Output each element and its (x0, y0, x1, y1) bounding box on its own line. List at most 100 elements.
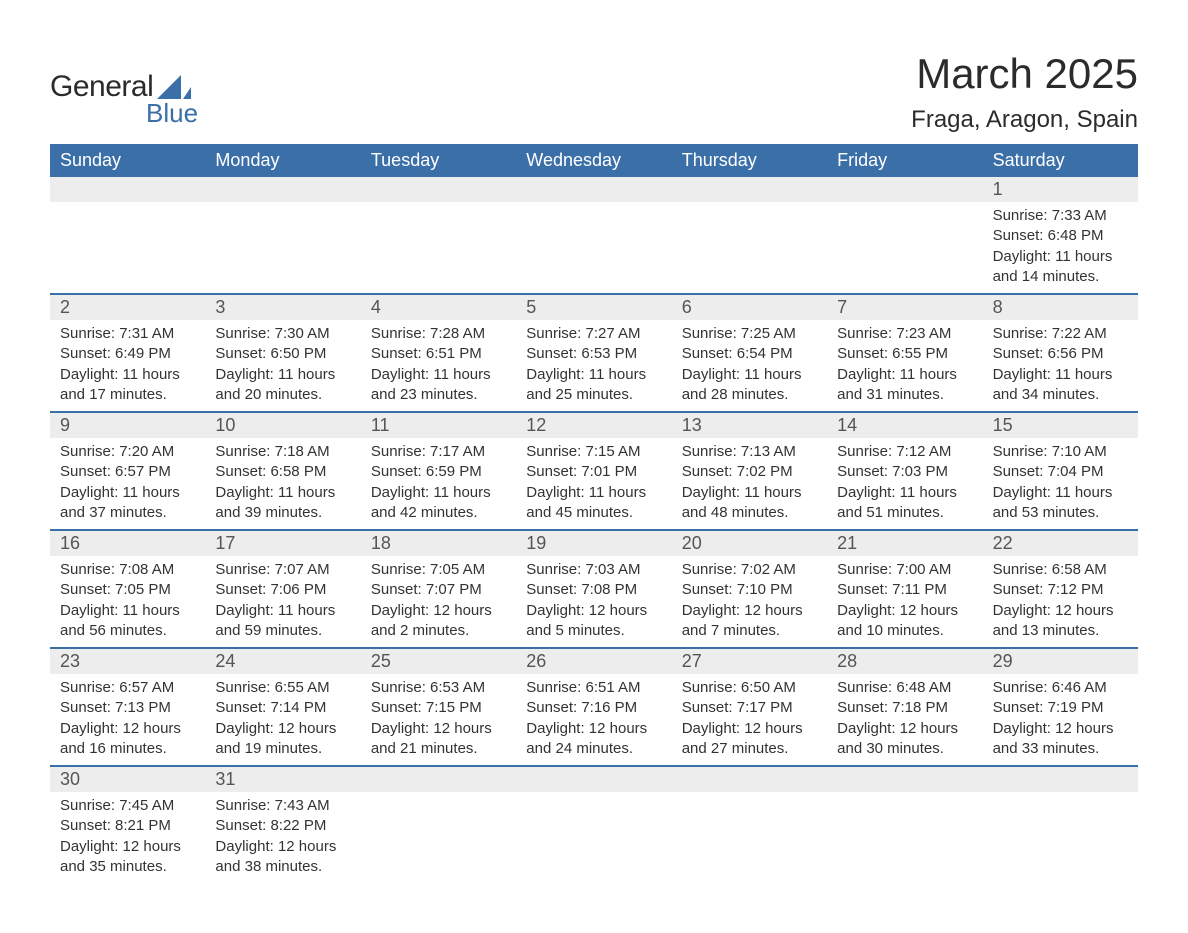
day-number-cell: 20 (672, 531, 827, 556)
weekday-header: Tuesday (361, 144, 516, 177)
detail-line: Sunset: 7:18 PM (837, 698, 972, 718)
day-number-cell: 6 (672, 295, 827, 320)
day-number-cell: 11 (361, 413, 516, 438)
calendar-table: Sunday Monday Tuesday Wednesday Thursday… (50, 144, 1138, 883)
detail-line: Sunset: 6:50 PM (215, 344, 350, 364)
detail-line: Sunset: 7:15 PM (371, 698, 506, 718)
day-number-cell: 27 (672, 649, 827, 674)
day-detail-cell: Sunrise: 7:08 AMSunset: 7:05 PMDaylight:… (50, 556, 205, 647)
detail-line: Sunrise: 7:08 AM (60, 560, 195, 580)
detail-line: Sunset: 7:06 PM (215, 580, 350, 600)
detail-line: Sunrise: 7:33 AM (993, 206, 1128, 226)
detail-line: Daylight: 11 hours and 51 minutes. (837, 483, 972, 524)
detail-line: Daylight: 12 hours and 10 minutes. (837, 601, 972, 642)
day-detail-cell: Sunrise: 7:13 AMSunset: 7:02 PMDaylight:… (672, 438, 827, 529)
detail-line: Sunrise: 7:43 AM (215, 796, 350, 816)
daynum-row: 2345678 (50, 293, 1138, 320)
detail-line: Sunrise: 7:20 AM (60, 442, 195, 462)
day-detail-cell: Sunrise: 7:15 AMSunset: 7:01 PMDaylight:… (516, 438, 671, 529)
day-number-cell: 24 (205, 649, 360, 674)
detail-line: Daylight: 11 hours and 31 minutes. (837, 365, 972, 406)
detail-line: Daylight: 11 hours and 20 minutes. (215, 365, 350, 406)
detail-line: Sunrise: 6:57 AM (60, 678, 195, 698)
detail-line: Sunset: 6:59 PM (371, 462, 506, 482)
detail-line: Daylight: 11 hours and 23 minutes. (371, 365, 506, 406)
day-number-cell: 17 (205, 531, 360, 556)
detail-line: Sunrise: 7:03 AM (526, 560, 661, 580)
day-number-cell: 3 (205, 295, 360, 320)
weekday-header-row: Sunday Monday Tuesday Wednesday Thursday… (50, 144, 1138, 177)
detail-line: Daylight: 11 hours and 42 minutes. (371, 483, 506, 524)
day-number-cell (361, 767, 516, 792)
detail-line: Sunset: 6:55 PM (837, 344, 972, 364)
day-detail-cell (672, 792, 827, 883)
detail-line: Sunset: 7:02 PM (682, 462, 817, 482)
weekday-header: Saturday (983, 144, 1138, 177)
day-number-cell (983, 767, 1138, 792)
detail-line: Daylight: 11 hours and 37 minutes. (60, 483, 195, 524)
weekday-header: Sunday (50, 144, 205, 177)
detail-line: Sunset: 7:12 PM (993, 580, 1128, 600)
detail-line: Sunrise: 7:07 AM (215, 560, 350, 580)
detail-line: Sunrise: 7:18 AM (215, 442, 350, 462)
details-row: Sunrise: 7:33 AMSunset: 6:48 PMDaylight:… (50, 202, 1138, 293)
logo-text-general: General (50, 70, 153, 104)
detail-line: Sunset: 8:21 PM (60, 816, 195, 836)
day-number-cell (516, 767, 671, 792)
detail-line: Daylight: 12 hours and 33 minutes. (993, 719, 1128, 760)
day-detail-cell (983, 792, 1138, 883)
detail-line: Sunrise: 6:58 AM (993, 560, 1128, 580)
detail-line: Sunset: 7:16 PM (526, 698, 661, 718)
day-detail-cell (50, 202, 205, 293)
day-number-cell (672, 767, 827, 792)
detail-line: Daylight: 11 hours and 45 minutes. (526, 483, 661, 524)
day-number-cell: 19 (516, 531, 671, 556)
detail-line: Daylight: 11 hours and 14 minutes. (993, 247, 1128, 288)
detail-line: Daylight: 11 hours and 39 minutes. (215, 483, 350, 524)
day-detail-cell: Sunrise: 6:50 AMSunset: 7:17 PMDaylight:… (672, 674, 827, 765)
day-detail-cell (827, 202, 982, 293)
detail-line: Daylight: 12 hours and 21 minutes. (371, 719, 506, 760)
day-number-cell: 30 (50, 767, 205, 792)
detail-line: Sunrise: 7:12 AM (837, 442, 972, 462)
weekday-header: Monday (205, 144, 360, 177)
weekday-header: Friday (827, 144, 982, 177)
day-detail-cell: Sunrise: 7:45 AMSunset: 8:21 PMDaylight:… (50, 792, 205, 883)
day-number-cell: 5 (516, 295, 671, 320)
detail-line: Sunset: 6:56 PM (993, 344, 1128, 364)
details-row: Sunrise: 7:08 AMSunset: 7:05 PMDaylight:… (50, 556, 1138, 647)
detail-line: Daylight: 11 hours and 17 minutes. (60, 365, 195, 406)
day-detail-cell: Sunrise: 7:22 AMSunset: 6:56 PMDaylight:… (983, 320, 1138, 411)
day-detail-cell (205, 202, 360, 293)
detail-line: Daylight: 12 hours and 2 minutes. (371, 601, 506, 642)
day-detail-cell: Sunrise: 7:33 AMSunset: 6:48 PMDaylight:… (983, 202, 1138, 293)
day-number-cell (516, 177, 671, 202)
detail-line: Sunset: 6:58 PM (215, 462, 350, 482)
day-detail-cell: Sunrise: 7:28 AMSunset: 6:51 PMDaylight:… (361, 320, 516, 411)
detail-line: Sunset: 7:08 PM (526, 580, 661, 600)
day-detail-cell: Sunrise: 7:12 AMSunset: 7:03 PMDaylight:… (827, 438, 982, 529)
detail-line: Sunset: 8:22 PM (215, 816, 350, 836)
day-detail-cell (361, 792, 516, 883)
day-number-cell: 16 (50, 531, 205, 556)
detail-line: Daylight: 12 hours and 24 minutes. (526, 719, 661, 760)
detail-line: Daylight: 12 hours and 13 minutes. (993, 601, 1128, 642)
detail-line: Sunrise: 7:31 AM (60, 324, 195, 344)
day-detail-cell (516, 202, 671, 293)
day-number-cell: 1 (983, 177, 1138, 202)
detail-line: Sunset: 7:07 PM (371, 580, 506, 600)
day-detail-cell: Sunrise: 7:30 AMSunset: 6:50 PMDaylight:… (205, 320, 360, 411)
detail-line: Sunrise: 7:10 AM (993, 442, 1128, 462)
daynum-row: 1 (50, 177, 1138, 202)
detail-line: Sunrise: 6:50 AM (682, 678, 817, 698)
detail-line: Sunrise: 6:53 AM (371, 678, 506, 698)
detail-line: Sunset: 7:10 PM (682, 580, 817, 600)
detail-line: Sunset: 6:53 PM (526, 344, 661, 364)
day-number-cell: 12 (516, 413, 671, 438)
detail-line: Daylight: 11 hours and 34 minutes. (993, 365, 1128, 406)
detail-line: Sunrise: 7:05 AM (371, 560, 506, 580)
detail-line: Sunrise: 7:15 AM (526, 442, 661, 462)
day-number-cell: 9 (50, 413, 205, 438)
detail-line: Sunrise: 7:17 AM (371, 442, 506, 462)
weekday-header: Thursday (672, 144, 827, 177)
